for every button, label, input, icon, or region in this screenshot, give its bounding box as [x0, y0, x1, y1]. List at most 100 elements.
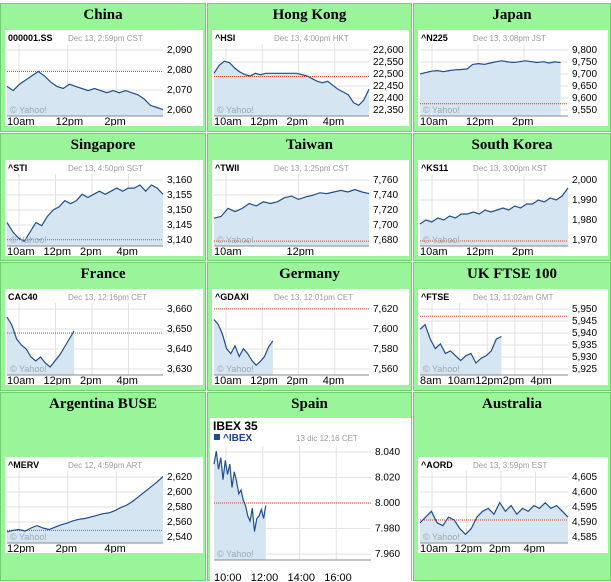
chart-timestamp: Dec 13, 2:59pm CST — [68, 34, 143, 43]
y-tick-label: 9,800 — [572, 45, 597, 56]
market-chart-link[interactable]: ^HSI Dec 13, 4:00pm HKT © Yahoo! 22,600 … — [212, 30, 409, 126]
market-title: Spain — [291, 396, 328, 412]
market-chart: ^MERV Dec 12, 4:59pm ART © Yahoo! 2,620 … — [6, 460, 192, 553]
y-tick-label: 8.040 — [375, 447, 400, 458]
chart-timestamp: Dec 13, 12:16pm CET — [68, 293, 147, 302]
market-chart-link[interactable]: CAC40 Dec 13, 12:16pm CET © Yahoo! 3,660… — [5, 289, 203, 385]
chart-timestamp: Dec 12, 4:59pm ART — [68, 461, 142, 470]
market-cell-france: France CAC40 Dec 13, 12:16pm CET © Yahoo… — [0, 262, 206, 391]
x-tick-label: 4pm — [117, 375, 138, 385]
y-tick-label: 9,600 — [572, 93, 597, 104]
y-tick-label: 5,935 — [572, 340, 597, 351]
market-chart-link[interactable]: ^N225 Dec 13, 3:08pm JST © Yahoo! 9,800 … — [418, 30, 608, 126]
y-tick-label: 22,400 — [373, 93, 404, 104]
yahoo-watermark: © Yahoo! — [423, 105, 460, 115]
market-chart: ^HSI Dec 13, 4:00pm HKT © Yahoo! 22,600 … — [213, 33, 404, 126]
y-tick-label: 3,145 — [167, 220, 192, 231]
price-line — [6, 316, 75, 368]
legend-swatch — [214, 434, 220, 440]
market-chart-link[interactable]: ^GDAXI Dec 13, 12:01pm CET © Yahoo! 7,62… — [212, 289, 409, 385]
y-tick-label: 2,000 — [572, 175, 597, 186]
price-line — [419, 60, 561, 75]
x-tick-label: 4pm — [323, 116, 344, 126]
x-tick-label: 2pm — [512, 116, 533, 126]
y-tick-label: 7,760 — [373, 175, 398, 186]
plot-area — [6, 471, 164, 544]
y-tick-label: 1,970 — [572, 235, 597, 246]
price-area — [7, 185, 163, 246]
x-tick-label: 10am — [214, 375, 242, 385]
x-tick-label: 10am — [7, 375, 35, 385]
market-cell-australia: Australia ^AORD Dec 13, 3:59pm EST © Yah… — [413, 392, 611, 581]
y-tick-label: 22,450 — [373, 81, 404, 92]
chart-timestamp: Dec 13, 3:08pm JST — [473, 34, 546, 43]
yahoo-watermark: © Yahoo! — [217, 364, 254, 374]
market-chart-link[interactable]: ^KS11 Dec 13, 3:00pm KST © Yahoo! 2,000 … — [418, 160, 608, 256]
market-chart-link[interactable]: ^STI Dec 13, 4:50pm SGT © Yahoo! 3,160 3… — [5, 160, 203, 256]
y-tick-label: 22,600 — [373, 45, 404, 56]
x-tick-label: 12pm — [250, 375, 278, 385]
x-tick-label: 2pm — [80, 375, 101, 385]
market-cell-uk-ftse: UK FTSE 100 ^FTSE Dec 13, 11:02am GMT © … — [413, 262, 611, 391]
market-chart-link[interactable]: ^AORD Dec 13, 3:59pm EST © Yahoo! 4,605 … — [418, 457, 608, 553]
yahoo-watermark: © Yahoo! — [10, 532, 47, 542]
yahoo-watermark: © Yahoo! — [423, 235, 460, 245]
price-line — [213, 188, 370, 219]
market-title: Australia — [482, 396, 542, 412]
market-chart-link[interactable]: IBEX 35 ^IBEX 13 dic 12:16 CET © Yahoo! … — [210, 418, 411, 582]
x-tick-label: 10am — [214, 246, 242, 256]
market-title: Argentina BUSE — [49, 396, 157, 412]
y-tick-label: 7,740 — [373, 190, 398, 201]
y-tick-label: 4,595 — [572, 502, 597, 513]
market-title: Hong Kong — [272, 7, 347, 23]
market-chart: ^AORD Dec 13, 3:59pm EST © Yahoo! 4,605 … — [419, 460, 597, 553]
yahoo-watermark: © Yahoo! — [423, 364, 460, 374]
price-line — [419, 323, 502, 364]
y-tick-label: 3,640 — [167, 344, 192, 355]
market-chart: ^GDAXI Dec 13, 12:01pm CET © Yahoo! 7,62… — [213, 292, 398, 385]
price-line — [6, 184, 164, 243]
x-tick-label: 2pm — [503, 375, 524, 385]
x-tick-label: 12pm — [250, 116, 278, 126]
y-tick-label: 5,950 — [572, 304, 597, 315]
market-cell-singapore: Singapore ^STI Dec 13, 4:50pm SGT © Yaho… — [0, 133, 206, 261]
market-title: China — [83, 7, 123, 23]
y-tick-label: 4,605 — [572, 472, 597, 483]
y-tick-label: 8.000 — [375, 498, 400, 509]
x-tick-label: 12pm — [287, 246, 315, 256]
y-tick-label: 3,630 — [167, 364, 192, 375]
chart-symbol: ^GDAXI — [215, 292, 249, 302]
market-chart: ^N225 Dec 13, 3:08pm JST © Yahoo! 9,800 … — [419, 33, 597, 126]
price-line — [419, 501, 569, 536]
market-title: France — [80, 266, 126, 282]
plot-area — [419, 471, 569, 544]
price-area — [420, 60, 561, 116]
price-area — [7, 317, 75, 375]
y-tick-label: 3,155 — [167, 190, 192, 201]
chart-symbol: ^TWII — [215, 163, 239, 173]
market-chart: ^FTSE Dec 13, 11:02am GMT © Yahoo! 5,950… — [419, 292, 597, 385]
chart-heading: IBEX 35 — [213, 419, 258, 433]
y-tick-label: 7,600 — [373, 324, 398, 335]
y-tick-label: 2,540 — [167, 532, 192, 543]
market-chart-link[interactable]: ^FTSE Dec 13, 11:02am GMT © Yahoo! 5,950… — [418, 289, 608, 385]
y-tick-label: 1,990 — [572, 195, 597, 206]
market-chart-link[interactable]: ^TWII Dec 13, 1:25pm CST © Yahoo! 7,760 … — [212, 160, 409, 256]
chart-timestamp: Dec 13, 1:25pm CST — [274, 164, 349, 173]
y-tick-label: 7,700 — [373, 220, 398, 231]
market-chart: IBEX 35 ^IBEX 13 dic 12:16 CET © Yahoo! … — [213, 419, 400, 582]
market-chart: ^KS11 Dec 13, 3:00pm KST © Yahoo! 2,000 … — [419, 163, 597, 256]
y-tick-label: 9,550 — [572, 105, 597, 116]
y-tick-label: 5,925 — [572, 364, 597, 375]
x-tick-label: 2pm — [287, 375, 308, 385]
y-tick-label: 9,750 — [572, 57, 597, 68]
price-line — [213, 319, 274, 367]
y-tick-label: 8.020 — [375, 473, 400, 484]
market-title: Taiwan — [286, 137, 333, 153]
chart-symbol: ^STI — [8, 163, 27, 173]
market-chart: ^STI Dec 13, 4:50pm SGT © Yahoo! 3,160 3… — [6, 163, 192, 256]
price-line — [213, 451, 267, 532]
market-chart-link[interactable]: ^MERV Dec 12, 4:59pm ART © Yahoo! 2,620 … — [5, 457, 203, 553]
market-chart-link[interactable]: 000001.SS Dec 13, 2:59pm CST © Yahoo! 2,… — [5, 30, 203, 126]
plot-area — [419, 44, 568, 117]
